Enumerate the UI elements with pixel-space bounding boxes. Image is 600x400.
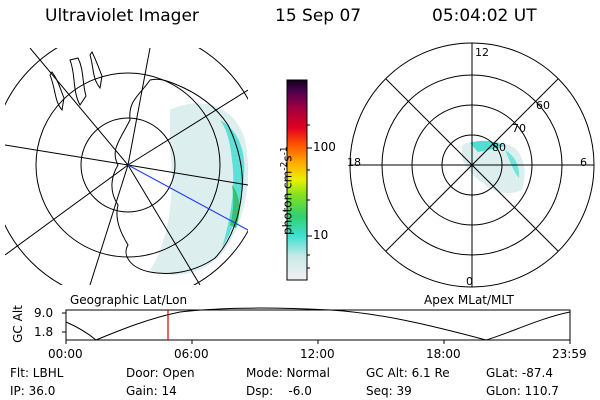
altitude-ytick-high: 9.0 [34,306,54,320]
altitude-xtick-2359: 23:59 [552,347,587,361]
status-door: Door: Open [126,366,195,380]
mlt-label-12: 12 [475,46,489,59]
altitude-xtick-0600: 06:00 [174,347,209,361]
altitude-plot [62,307,571,344]
mlt-label-6: 6 [580,156,587,169]
colorbar-unit-exp2: -1 [279,146,290,156]
status-ip: IP: 36.0 [10,384,56,398]
altitude-curve [65,307,571,341]
status-mode: Mode: Normal [246,366,330,380]
colorbar-tick-10: 10 [313,228,329,242]
geographic-caption: Geographic Lat/Lon [70,293,188,307]
colorbar-tick-100: 100 [313,140,336,154]
coastline [49,51,243,274]
status-filter: Flt: LBHL [10,366,64,380]
aurora-emission-geo [150,103,248,275]
geographic-map [5,48,248,285]
status-glat: GLat: -87.4 [486,366,553,380]
instrument-title: Ultraviolet Imager [45,6,199,26]
status-gc-alt: GC Alt: 6.1 Re [366,366,450,380]
colorbar-unit-base: photon cm [280,170,295,235]
status-seq: Seq: 39 [366,384,412,398]
colorbar [286,79,312,281]
mlt-label-0: 0 [466,275,473,288]
altitude-ylabel: GC Alt [11,305,25,343]
time-label: 05:04:02 UT [432,6,537,26]
altitude-xtick-1800: 18:00 [426,347,461,361]
status-glon: GLon: 110.7 [486,384,559,398]
mlat-label-80: 80 [492,141,506,154]
status-gain: Gain: 14 [126,384,177,398]
colorbar-unit-exp1: -2 [279,161,290,171]
terminator-line [127,164,248,231]
altitude-xtick-0000: 00:00 [48,347,83,361]
mlat-label-60: 60 [536,99,550,112]
mlt-label-18: 18 [347,156,361,169]
date-label: 15 Sep 07 [275,6,362,26]
mlat-label-70: 70 [512,122,526,135]
polar-caption: Apex MLat/MLT [424,293,514,307]
status-dsp: Dsp: -6.0 [246,384,312,398]
polar-map [349,42,595,288]
altitude-ytick-low: 1.8 [34,325,54,339]
altitude-xtick-1200: 12:00 [300,347,335,361]
colorbar-unit-s: s [280,155,295,162]
colorbar-unit-label: photon cm-2s-1 [266,130,295,260]
